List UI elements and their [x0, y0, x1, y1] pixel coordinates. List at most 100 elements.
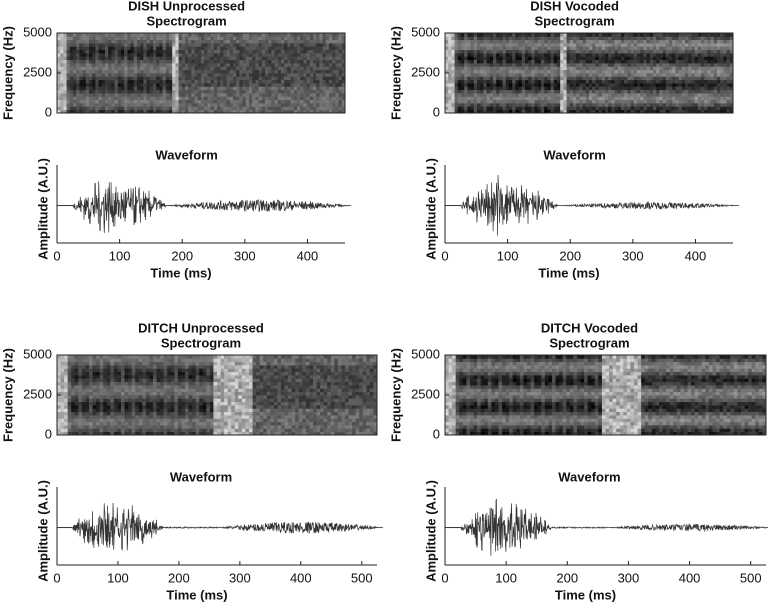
x-tick-label: 0 [441, 248, 448, 263]
spectrogram-cell [63, 103, 67, 107]
spectrogram-cell [68, 395, 72, 399]
spectrogram-cell [650, 80, 654, 84]
spectrogram-cell [140, 80, 144, 84]
spectrogram-cell [137, 63, 141, 67]
spectrogram-cell [522, 70, 526, 74]
spectrogram-cell [602, 90, 606, 94]
spectrogram-cell [567, 100, 571, 104]
spectrogram-cell [182, 40, 186, 44]
spectrogram-cell [125, 392, 129, 396]
spectrogram-cell [150, 80, 154, 84]
spectrogram-cell [335, 56, 339, 60]
spectrogram-cell [83, 40, 87, 44]
spectrogram-cell [525, 46, 529, 50]
spectrogram-cell [679, 60, 683, 64]
spectrogram-cell [131, 83, 135, 87]
spectrogram-cell [615, 83, 619, 87]
spectrogram-cell [471, 33, 475, 37]
spectrogram-cell [73, 93, 77, 97]
spectrogram-cell [303, 43, 307, 47]
spectrogram-cell [332, 36, 336, 40]
spectrogram-cell [592, 96, 596, 100]
spectrogram-cell [100, 375, 104, 379]
spectrogram-cell [663, 53, 667, 57]
spectrogram-cell [551, 106, 555, 110]
spectrogram-cell [467, 106, 471, 110]
spectrogram-cell [121, 60, 125, 64]
spectrogram-cell [278, 73, 282, 77]
spectrogram-cell [124, 96, 128, 100]
spectrogram-cell [134, 33, 138, 37]
spectrogram-cell [640, 80, 644, 84]
spectrogram-cell [650, 73, 654, 77]
spectrogram-cell [150, 53, 154, 57]
spectrogram-cell [515, 76, 519, 80]
spectrogram-cell [143, 33, 147, 37]
spectrogram-cell [179, 76, 183, 80]
spectrogram-cell [605, 100, 609, 104]
spectrogram-cell [268, 100, 272, 104]
spectrogram-cell [68, 405, 72, 409]
spectrogram-cell [332, 80, 336, 84]
spectrogram-cell [294, 96, 298, 100]
spectrogram-cell [153, 86, 157, 90]
spectrogram-cell [156, 70, 160, 74]
spectrogram-cell [490, 76, 494, 80]
spectrogram-cell [262, 53, 266, 57]
spectrogram-cell [111, 46, 115, 50]
spectrogram-cell [611, 80, 615, 84]
spectrogram-cell [490, 53, 494, 57]
spectrogram-cell [570, 33, 574, 37]
spectrogram-cell [538, 33, 542, 37]
spectrogram-cell [586, 100, 590, 104]
spectrogram-cell [525, 90, 529, 94]
spectrogram-cell [458, 86, 462, 90]
spectrogram-cell [166, 93, 170, 97]
spectrogram-cell [211, 100, 215, 104]
spectrogram-cell [201, 50, 205, 54]
spectrogram-cell [83, 96, 87, 100]
spectrogram-cell [217, 90, 221, 94]
spectrogram-cell [313, 36, 317, 40]
spectrogram-cell [691, 40, 695, 44]
spectrogram-cell [621, 60, 625, 64]
spectrogram-cell [707, 53, 711, 57]
spectrogram-cell [490, 83, 494, 87]
spectrogram-cell [73, 33, 77, 37]
spectrogram-cell [89, 100, 93, 104]
spectrogram-cell [150, 36, 154, 40]
spectrogram-cell [480, 73, 484, 77]
spectrogram-cell [605, 96, 609, 100]
spectrogram-cell [61, 382, 65, 386]
spectrogram-cell [124, 33, 128, 37]
spectrogram-cell [647, 56, 651, 60]
spectrogram-cell [259, 96, 263, 100]
spectrogram-cell [451, 93, 455, 97]
spectrogram-cell [223, 46, 227, 50]
spectrogram-cell [63, 50, 67, 54]
spectrogram-cell [117, 422, 121, 426]
spectrogram-cell [631, 53, 635, 57]
spectrogram-cell [583, 40, 587, 44]
spectrogram-cell [445, 50, 449, 54]
spectrogram-cell [316, 103, 320, 107]
spectrogram-cell [707, 40, 711, 44]
spectrogram-cell [163, 90, 167, 94]
spectrogram-cell [115, 60, 119, 64]
spectrogram-cell [714, 96, 718, 100]
spectrogram-cell [458, 50, 462, 54]
spectrogram-cell [142, 365, 146, 369]
spectrogram-cell [86, 103, 90, 107]
spectrogram-cell [599, 40, 603, 44]
spectrogram-cell [105, 36, 109, 40]
spectrogram-cell [195, 50, 199, 54]
spectrogram-cell [541, 80, 545, 84]
spectrogram-cell [669, 33, 673, 37]
spectrogram-cell [57, 378, 61, 382]
spectrogram-cell [79, 70, 83, 74]
spectrogram-cell [239, 80, 243, 84]
spectrogram-cell [214, 83, 218, 87]
spectrogram-cell [608, 80, 612, 84]
spectrogram-cell [615, 103, 619, 107]
spectrogram-cell [560, 70, 564, 74]
